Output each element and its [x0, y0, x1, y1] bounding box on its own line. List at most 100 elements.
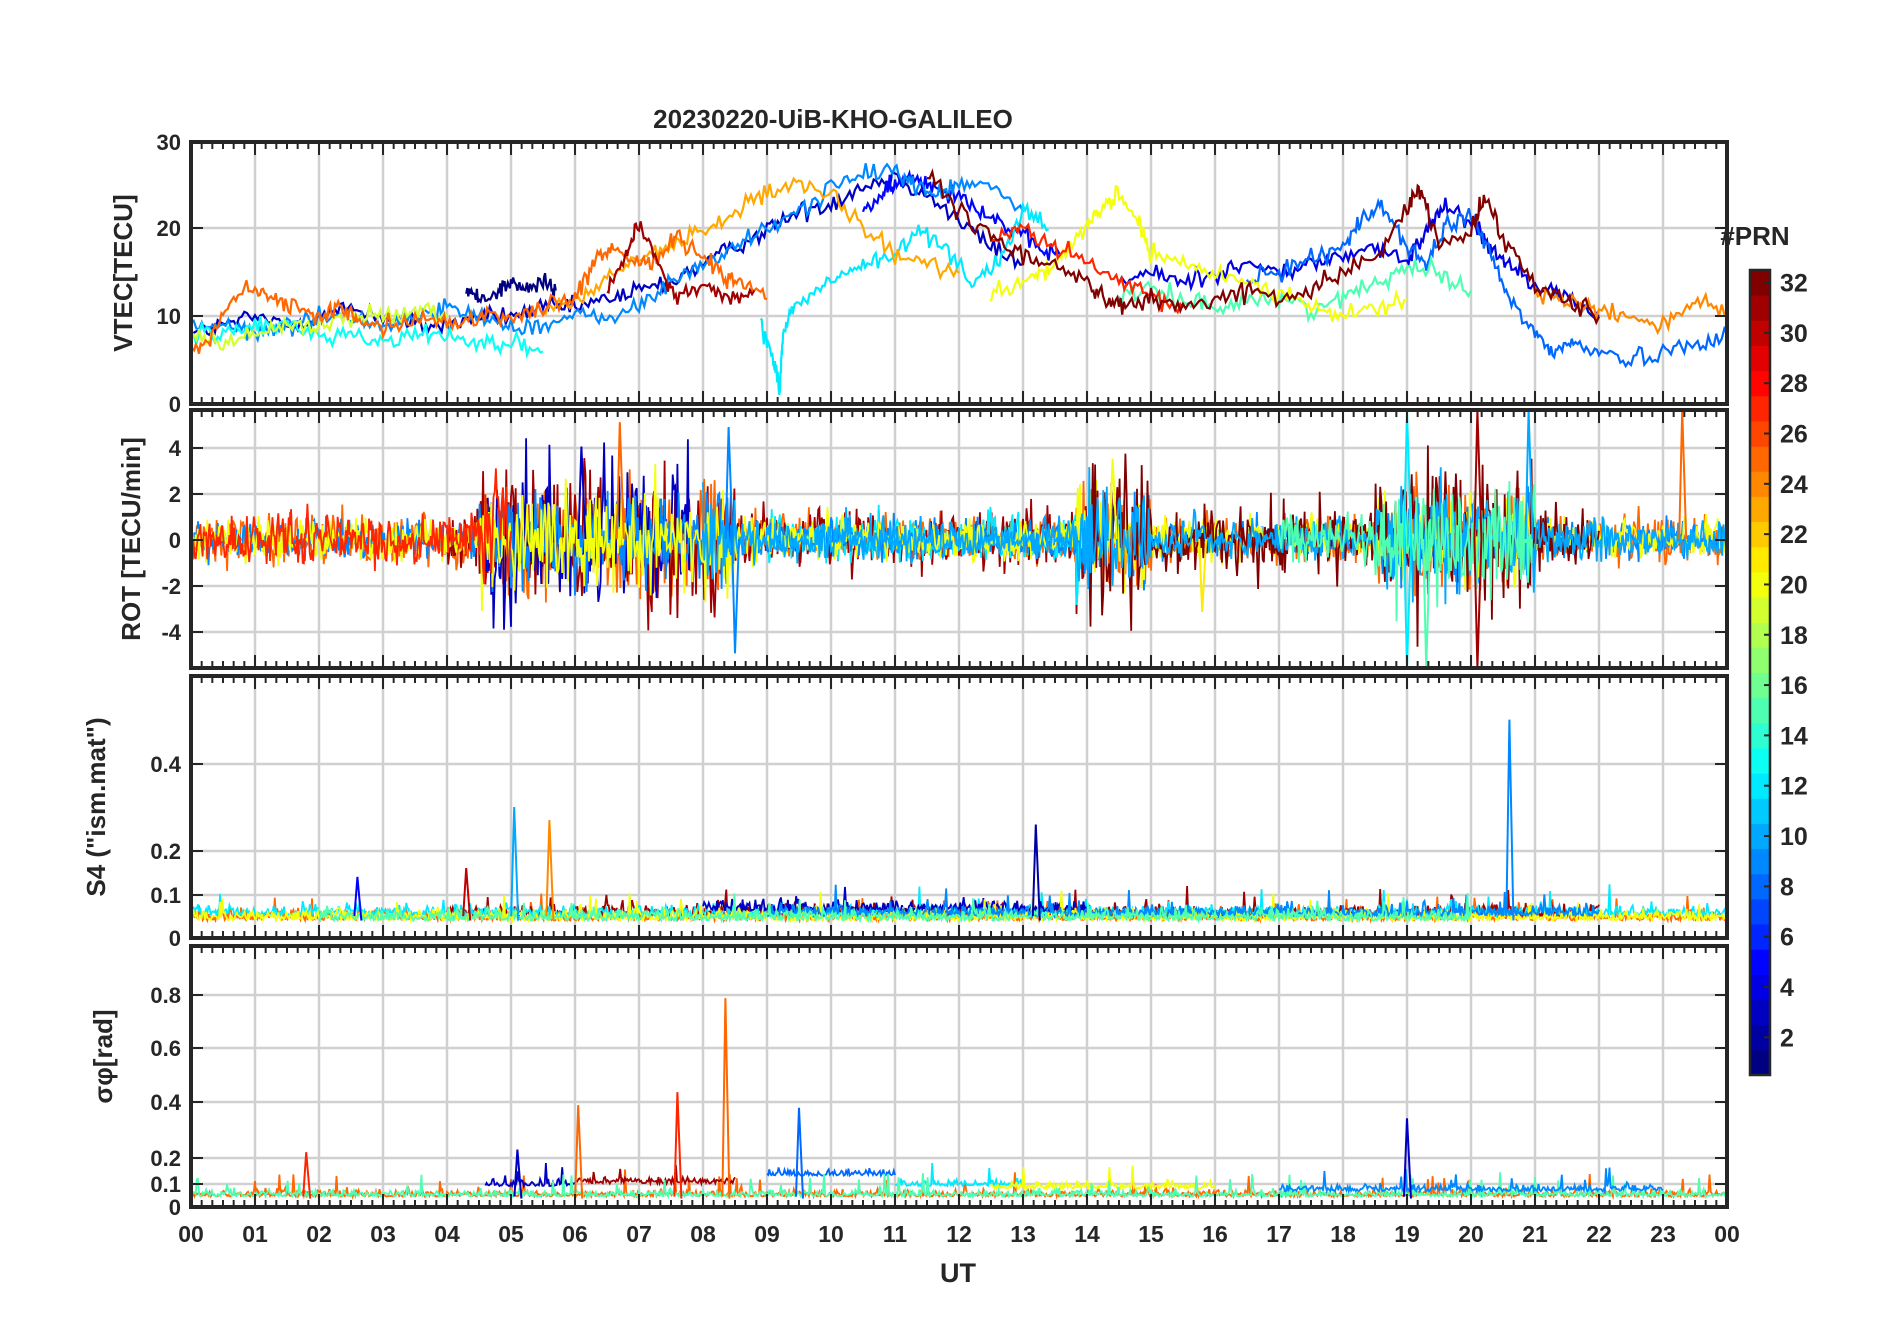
x-tick-label: 00 — [1714, 1221, 1740, 1247]
y-tick-label: -2 — [161, 574, 181, 599]
series-prn-12 — [759, 201, 1050, 395]
series-prn-5 — [861, 169, 1063, 261]
x-tick-label: 18 — [1330, 1221, 1356, 1247]
x-tick-label: 21 — [1522, 1221, 1548, 1247]
colorbar-step — [1750, 345, 1770, 372]
colorbar-tick-label: 12 — [1780, 773, 1808, 801]
y-tick-label: 0.6 — [150, 1036, 181, 1061]
spike-prn-25 — [574, 1105, 584, 1199]
spike-prn-9 — [731, 538, 740, 654]
colorbar-step — [1750, 395, 1770, 422]
spike-prn-5 — [353, 876, 363, 921]
colorbar-step — [1750, 622, 1770, 648]
colorbar-tick-label: 22 — [1780, 521, 1808, 549]
colorbar-step — [1750, 873, 1770, 900]
series-prn-24 — [1533, 284, 1727, 336]
spike-prn-3 — [577, 446, 587, 540]
series-prn-25 — [191, 228, 768, 354]
spike-prn-31 — [1473, 410, 1483, 540]
colorbar-step — [1750, 949, 1770, 975]
colorbar-step — [1750, 697, 1770, 724]
series-prn-4 — [1118, 197, 1600, 319]
colorbar-tick-label: 6 — [1780, 924, 1794, 952]
y-axis-label-vtec: VTEC[TECU] — [108, 194, 138, 351]
colorbar-tick-label: 30 — [1780, 320, 1808, 348]
y-tick-label: 0.4 — [150, 1090, 181, 1115]
colorbar-step — [1750, 798, 1770, 824]
plot-area-s4 — [191, 719, 1727, 924]
y-tick-label: 0.4 — [150, 752, 181, 777]
y-axis-label-sigma: σφ[rad] — [88, 1009, 118, 1103]
x-tick-label: 02 — [306, 1221, 332, 1247]
trace-prn-15 — [1278, 481, 1536, 622]
x-tick-label: 07 — [626, 1221, 652, 1247]
colorbar-step — [1750, 546, 1770, 573]
y-tick-label: 20 — [157, 216, 181, 241]
colorbar-tick-label: 18 — [1780, 622, 1808, 650]
x-tick-labels: 00 01 02 03 04 05 06 07 08 09 10 11 12 13 14 15 16 17 18 19… — [178, 1221, 1740, 1247]
series-prn-31 — [606, 221, 756, 306]
x-tick-label: 12 — [946, 1221, 972, 1247]
y-tick-label: 0.2 — [150, 839, 181, 864]
trace-prn-20 — [990, 1165, 1216, 1192]
colorbar-tick-label: 28 — [1780, 370, 1808, 398]
colorbar-step — [1750, 898, 1770, 925]
y-tick-label: 0.1 — [150, 1172, 181, 1197]
spike-prn-12 — [1403, 410, 1412, 540]
spike-prn-10 — [510, 806, 520, 921]
series-prn-23 — [542, 176, 960, 316]
spike-prn-27 — [302, 1152, 312, 1199]
x-tick-label: 08 — [690, 1221, 716, 1247]
colorbar-tick-label: 24 — [1780, 471, 1808, 499]
colorbar-tick-label: 10 — [1780, 823, 1808, 851]
colorbar-step — [1750, 496, 1770, 523]
spike-prn-30 — [462, 868, 472, 921]
panel-s4: 0 0.1 0.2 0.4 S4 ("ism.mat") — [81, 674, 1729, 951]
x-axis-label: UT — [940, 1258, 976, 1288]
colorbar-step — [1750, 647, 1770, 673]
y-tick-label: 30 — [157, 130, 181, 155]
y-axis-label-rot: ROT [TECU/min] — [116, 437, 146, 641]
x-tick-label: 05 — [498, 1221, 524, 1247]
trace-prn-31 — [574, 1164, 736, 1187]
spike-prn-15 — [1422, 538, 1432, 668]
trace-prn-10 — [702, 467, 1727, 605]
plot-area-vtec — [191, 162, 1727, 395]
x-tick-label: 20 — [1458, 1221, 1484, 1247]
series-prn-19 — [191, 301, 448, 352]
panel-rot: -4 -2 0 2 4 ROT [TECU/min] — [116, 408, 1729, 670]
colorbar-step — [1750, 521, 1770, 548]
x-tick-label: 14 — [1074, 1221, 1100, 1247]
colorbar-frame — [1748, 268, 1772, 1077]
trace-prn-3 — [484, 1162, 576, 1189]
colorbar-step — [1750, 823, 1770, 850]
spike-prn-9 — [1505, 719, 1515, 921]
series-prn-8 — [1246, 197, 1727, 369]
spike-prn-27 — [673, 1092, 683, 1199]
colorbar-tick-label: 32 — [1780, 270, 1808, 298]
series-prn-32 — [926, 168, 1600, 326]
trace-prn-9 — [766, 884, 1600, 920]
x-tick-label: 23 — [1650, 1221, 1676, 1247]
spike-prn-12 — [1403, 538, 1412, 668]
colorbar-step — [1750, 924, 1770, 950]
series-prn-13 — [191, 316, 544, 360]
y-tick-label: 0.1 — [150, 883, 181, 908]
colorbar-tick-label: 8 — [1780, 873, 1794, 901]
colorbar-step — [1750, 722, 1770, 749]
colorbar-step — [1750, 597, 1770, 623]
y-tick-label: 4 — [169, 436, 182, 461]
y-tick-label: 2 — [169, 482, 181, 507]
colorbar-tick-label: 2 — [1780, 1024, 1794, 1052]
chart-title: 20230220-UiB-KHO-GALILEO — [653, 104, 1013, 134]
colorbar-label: #PRN — [1720, 221, 1789, 251]
colorbar-step — [1750, 773, 1770, 799]
colorbar-step — [1750, 420, 1770, 447]
y-axis-label-s4: S4 ("ism.mat") — [81, 717, 111, 896]
y-tick-label: 0.8 — [150, 983, 181, 1008]
y-tick-label: -4 — [161, 620, 181, 645]
x-tick-label: 19 — [1394, 1221, 1420, 1247]
spike-prn-9 — [724, 426, 734, 540]
y-tick-label: 0 — [169, 1195, 181, 1220]
